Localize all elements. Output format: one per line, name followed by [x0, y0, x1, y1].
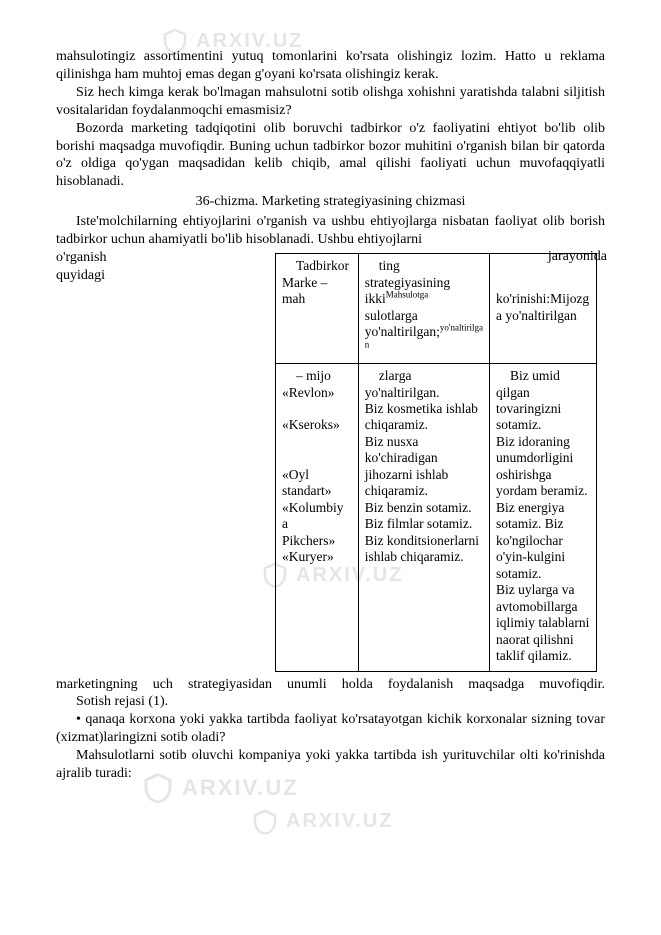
cell-text: zlarga yo'naltirilgan. Biz kosmetika ish… — [365, 368, 483, 566]
cell-text: a yo'naltirilgan — [496, 308, 590, 324]
paragraph: mahsulotingiz assortimentini yutuq tomon… — [56, 48, 605, 84]
watermark: ARXIV.UZ — [250, 807, 394, 837]
cell-span: yo'naltirilgan; — [365, 324, 440, 339]
table-cell: Biz umid qilgan tovaringizni sotamiz. Bi… — [490, 364, 597, 671]
page-content: mahsulotingiz assortimentini yutuq tomon… — [56, 48, 605, 783]
paragraph: Iste'molchilarning ehtiyojlarini o'rgani… — [56, 213, 605, 249]
cell-span: ikki — [365, 291, 386, 306]
cell-text: ko'rinishi:Mijozg — [496, 291, 590, 307]
table-row: – mijo «Revlon» «Kseroks» «Oyl standart»… — [276, 364, 597, 671]
watermark-logo-icon — [250, 807, 280, 837]
table-cell: ko'rinishi:Mijozg a yo'naltirilgan — [490, 254, 597, 364]
paragraph: Mahsulotlarni sotib oluvchi kompaniya yo… — [56, 747, 605, 783]
paragraph: Bozorda marketing tadqiqotini olib boruv… — [56, 120, 605, 192]
cell-sup: Mahsulotga — [386, 290, 429, 300]
cell-text: Marke – mah — [282, 275, 352, 308]
cell-text: – mijo «Revlon» «Kseroks» «Oyl standart»… — [282, 368, 352, 566]
text-with-table: Tadbirkor Marke – mah ting strategiyasin… — [56, 249, 605, 675]
table-cell: ting strategiyasining ikkiMahsulotga sul… — [358, 254, 489, 364]
paragraph: • qanaqa korxona yoki yakka tartibda fao… — [56, 711, 605, 747]
watermark-text: ARXIV.UZ — [286, 810, 394, 833]
figure-caption: 36-chizma. Marketing strategiyasining ch… — [56, 193, 605, 211]
cell-text: Biz umid qilgan tovaringizni sotamiz. Bi… — [496, 368, 590, 664]
table-cell: zlarga yo'naltirilgan. Biz kosmetika ish… — [358, 364, 489, 671]
cell-text: ting — [365, 258, 483, 274]
wrap-right-word-visible: jarayonida — [548, 249, 607, 265]
wrap-left-word: o'rganish — [56, 250, 106, 265]
table-row: Tadbirkor Marke – mah ting strategiyasin… — [276, 254, 597, 364]
strategy-table: Tadbirkor Marke – mah ting strategiyasin… — [275, 253, 597, 671]
cell-text: Tadbirkor — [282, 258, 352, 274]
cell-span: sulotlarga — [365, 308, 418, 323]
paragraph: Siz hech kimga kerak bo'lmagan mahsulotn… — [56, 84, 605, 120]
paragraph: Sotish rejasi (1). — [56, 693, 605, 711]
cell-text: strategiyasining ikkiMahsulotga sulotlar… — [365, 275, 483, 357]
cell-sup: n — [365, 339, 370, 349]
cell-sup: yo'naltirilga — [440, 323, 483, 333]
paragraph: marketingning uch strategiyasidan unumli… — [56, 676, 605, 694]
table-cell: – mijo «Revlon» «Kseroks» «Oyl standart»… — [276, 364, 359, 671]
table-cell: Tadbirkor Marke – mah — [276, 254, 359, 364]
cell-span: strategiyasining — [365, 275, 450, 290]
